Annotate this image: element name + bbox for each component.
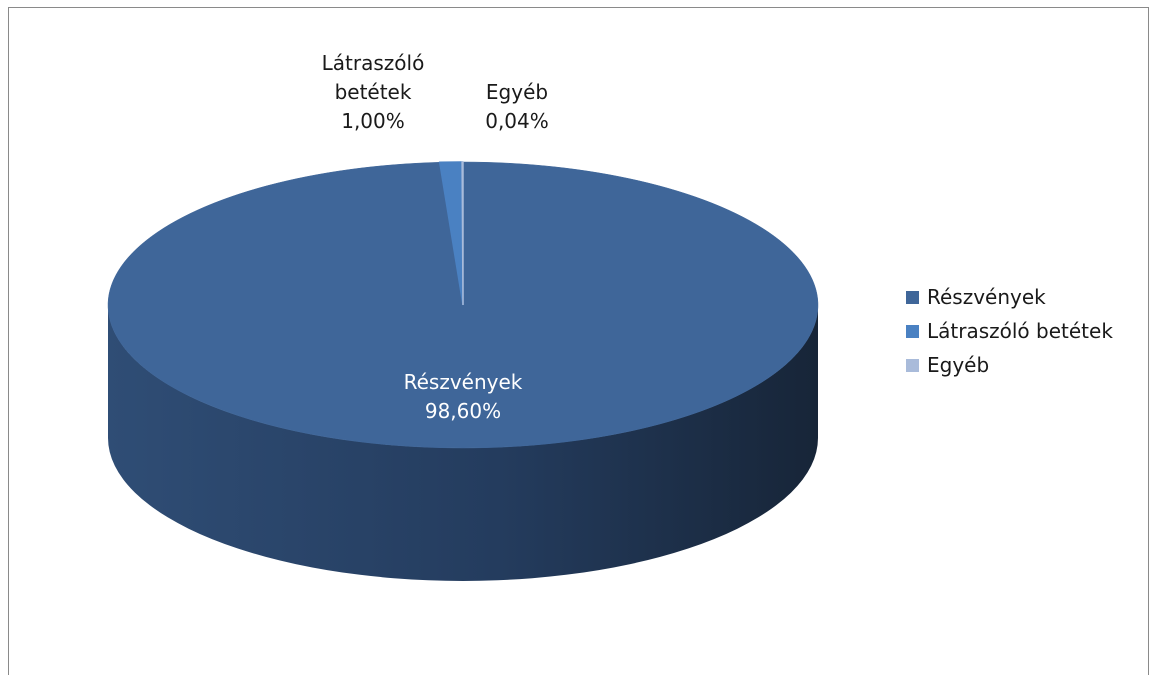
- data-label-betetek-value: 1,00%: [341, 109, 405, 133]
- legend-label-latraszolo-betetek: Látraszóló betétek: [927, 319, 1113, 343]
- legend-label-egyeb: Egyéb: [927, 353, 990, 377]
- legend-swatch-egyeb: [906, 358, 919, 372]
- pie-side: [108, 305, 818, 581]
- data-label-reszvenyek-value: 98,60%: [425, 399, 501, 423]
- legend-item-latraszolo-betetek: Látraszóló betétek: [906, 314, 1113, 348]
- data-label-reszvenyek-name: Részvények: [404, 370, 523, 394]
- legend-swatch-latraszolo-betetek: [906, 324, 919, 338]
- data-label-egyeb-name: Egyéb: [486, 80, 548, 104]
- data-label-egyeb-value: 0,04%: [485, 109, 549, 133]
- legend-item-reszvenyek: Részvények: [906, 280, 1113, 314]
- legend-swatch-reszvenyek: [906, 290, 919, 304]
- legend-item-egyeb: Egyéb: [906, 348, 1113, 382]
- chart-legend: Részvények Látraszóló betétek Egyéb: [906, 280, 1113, 382]
- pie-top: [107, 161, 819, 449]
- pie-slice-egyeb: [461, 161, 464, 306]
- pie-side-wall: [108, 305, 818, 581]
- legend-label-reszvenyek: Részvények: [927, 285, 1046, 309]
- data-label-betetek-name-line1: Látraszóló: [322, 51, 425, 75]
- data-label-betetek-name-line2: betétek: [335, 80, 412, 104]
